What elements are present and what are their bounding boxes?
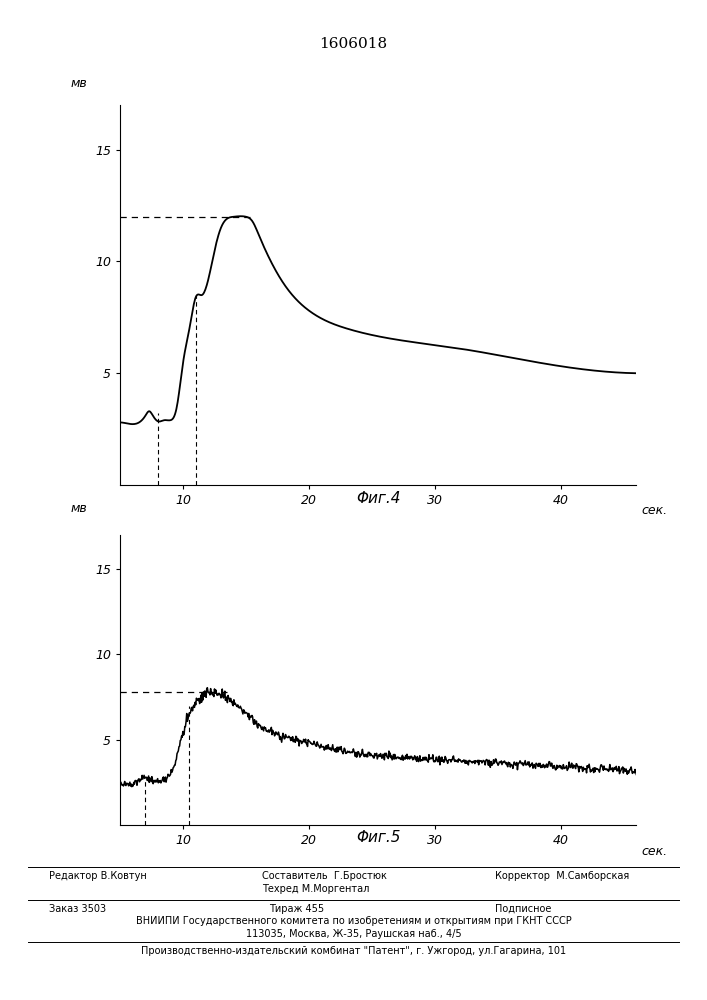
Text: мв: мв [71, 502, 87, 515]
Text: Корректор  М.Самборская: Корректор М.Самборская [495, 871, 629, 881]
Text: Φиг.4: Φиг.4 [356, 491, 400, 506]
Text: 113035, Москва, Ж-35, Раушская наб., 4/5: 113035, Москва, Ж-35, Раушская наб., 4/5 [246, 929, 461, 939]
Text: Подписное: Подписное [495, 904, 551, 914]
Text: Техред М.Моргентал: Техред М.Моргентал [262, 884, 369, 894]
Text: мв: мв [71, 77, 87, 90]
Text: Производственно-издательский комбинат "Патент", г. Ужгород, ул.Гагарина, 101: Производственно-издательский комбинат "П… [141, 946, 566, 956]
Text: Φиг.5: Φиг.5 [356, 830, 400, 845]
Text: Тираж 455: Тираж 455 [269, 904, 324, 914]
Text: 1606018: 1606018 [320, 37, 387, 51]
Text: Заказ 3503: Заказ 3503 [49, 904, 107, 914]
Text: сек.: сек. [641, 504, 667, 517]
Text: Составитель  Г.Бростюк: Составитель Г.Бростюк [262, 871, 387, 881]
Text: Редактор В.Ковтун: Редактор В.Ковтун [49, 871, 147, 881]
Text: ВНИИПИ Государственного комитета по изобретениям и открытиям при ГКНТ СССР: ВНИИПИ Государственного комитета по изоб… [136, 916, 571, 926]
Text: сек.: сек. [641, 845, 667, 858]
